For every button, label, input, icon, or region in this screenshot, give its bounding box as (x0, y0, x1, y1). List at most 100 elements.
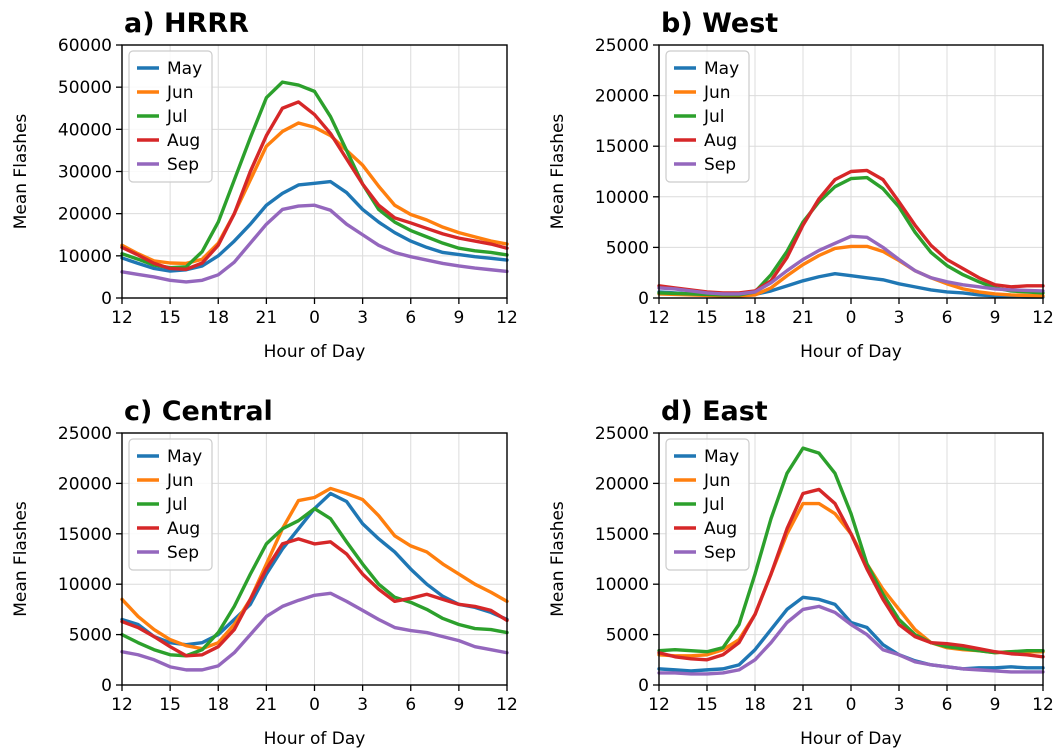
series-line-jul (657, 446, 1045, 655)
legend: May Jun Jul Aug Sep (665, 438, 750, 571)
x-tick-label: 0 (846, 308, 857, 328)
legend-label: Jul (703, 107, 725, 127)
y-axis-label: Mean Flashes (548, 114, 568, 230)
y-tick-label: 20000 (595, 474, 649, 494)
x-tick-label: 12 (111, 695, 133, 715)
legend-box (128, 438, 213, 571)
y-tick-label: 0 (101, 289, 112, 309)
x-tick-label: 6 (942, 695, 953, 715)
y-tick-label: 40000 (58, 120, 112, 140)
series-line-sep (120, 591, 509, 672)
y-tick-label: 30000 (58, 163, 112, 183)
panel-title: b) West (661, 8, 778, 39)
legend-label: Jun (703, 471, 731, 491)
y-tick-label: 25000 (595, 424, 649, 444)
y-tick-label: 10000 (595, 575, 649, 595)
x-tick-label: 18 (207, 308, 229, 328)
x-tick-label: 21 (792, 695, 814, 715)
y-tick-label: 60000 (58, 36, 112, 56)
x-tick-label: 12 (648, 308, 670, 328)
x-tick-label: 21 (792, 308, 814, 328)
y-tick-label: 15000 (595, 525, 649, 545)
y-tick-label: 0 (101, 676, 112, 696)
legend-label: Sep (704, 155, 736, 175)
y-tick-label: 20000 (595, 87, 649, 107)
y-tick-label: 50000 (58, 78, 112, 98)
x-tick-label: 3 (357, 695, 368, 715)
legend: May Jun Jul Aug Sep (128, 438, 213, 571)
x-tick-label: 21 (256, 308, 278, 328)
panel-title: c) Central (124, 396, 273, 427)
legend-label: Aug (167, 519, 200, 539)
y-tick-label: 15000 (595, 137, 649, 157)
series-line-aug (120, 537, 509, 658)
series-line-sep (120, 203, 509, 284)
x-tick-label: 12 (496, 695, 518, 715)
x-tick-label: 0 (309, 695, 320, 715)
x-tick-label: 6 (942, 308, 953, 328)
series-line-jul (120, 80, 509, 270)
x-tick-label: 0 (846, 695, 857, 715)
x-tick-label: 9 (453, 695, 464, 715)
x-tick-label: 12 (111, 308, 133, 328)
legend-label: Jun (166, 83, 194, 103)
series-line-aug (657, 487, 1045, 662)
y-tick-label: 0 (638, 676, 649, 696)
x-tick-label: 15 (696, 695, 718, 715)
x-axis-label: Hour of Day (264, 342, 366, 362)
x-tick-label: 9 (453, 308, 464, 328)
y-axis-label: Mean Flashes (11, 501, 31, 617)
legend-label: Jul (703, 495, 725, 515)
x-axis-label: Hour of Day (800, 729, 902, 749)
y-axis-label: Mean Flashes (548, 501, 568, 617)
y-tick-label: 5000 (606, 626, 649, 646)
y-tick-label: 10000 (58, 247, 112, 267)
x-tick-label: 3 (894, 308, 905, 328)
x-tick-label: 12 (648, 695, 670, 715)
y-tick-label: 5000 (69, 626, 112, 646)
legend-label: Sep (704, 543, 736, 563)
panel-title: a) HRRR (124, 8, 249, 39)
x-tick-label: 3 (894, 695, 905, 715)
x-tick-label: 21 (256, 695, 278, 715)
y-tick-label: 5000 (606, 238, 649, 258)
legend-label: Jul (166, 495, 188, 515)
x-tick-label: 0 (309, 308, 320, 328)
y-tick-label: 10000 (58, 575, 112, 595)
x-tick-label: 3 (357, 308, 368, 328)
x-tick-label: 12 (1032, 695, 1054, 715)
x-tick-label: 15 (159, 695, 181, 715)
x-tick-label: 12 (496, 308, 518, 328)
x-axis-label: Hour of Day (264, 729, 366, 749)
x-tick-label: 18 (744, 308, 766, 328)
x-tick-label: 9 (990, 308, 1001, 328)
x-tick-label: 15 (696, 308, 718, 328)
y-tick-label: 0 (638, 289, 649, 309)
legend: May Jun Jul Aug Sep (128, 50, 213, 183)
legend-label: May (704, 447, 739, 467)
x-tick-label: 6 (405, 695, 416, 715)
x-tick-label: 15 (159, 308, 181, 328)
y-tick-label: 10000 (595, 188, 649, 208)
x-tick-label: 9 (990, 695, 1001, 715)
y-tick-label: 25000 (58, 424, 112, 444)
legend-label: Sep (167, 543, 199, 563)
series-line-jun (120, 486, 509, 651)
legend-label: Jun (703, 83, 731, 103)
x-axis-label: Hour of Day (800, 342, 902, 362)
legend-label: Jun (166, 471, 194, 491)
series-line-jun (120, 121, 509, 266)
x-tick-label: 6 (405, 308, 416, 328)
series-line-sep (657, 604, 1045, 676)
y-axis-label: Mean Flashes (11, 114, 31, 230)
legend-label: May (167, 59, 202, 79)
panel-title: d) East (661, 396, 768, 427)
y-tick-label: 15000 (58, 525, 112, 545)
x-tick-label: 12 (1032, 308, 1054, 328)
y-tick-label: 20000 (58, 474, 112, 494)
